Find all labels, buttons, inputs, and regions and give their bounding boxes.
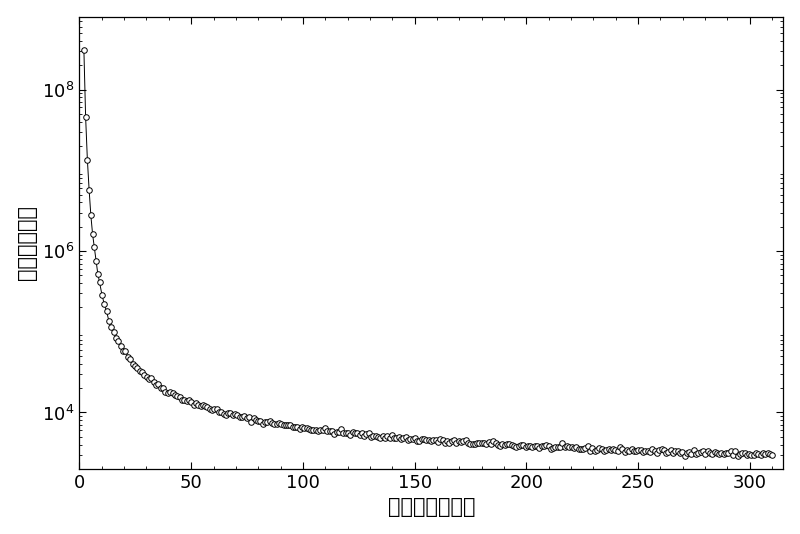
- X-axis label: 温度（开尔文）: 温度（开尔文）: [388, 497, 475, 517]
- Y-axis label: 电阔（欧姆）: 电阔（欧姆）: [17, 205, 37, 280]
